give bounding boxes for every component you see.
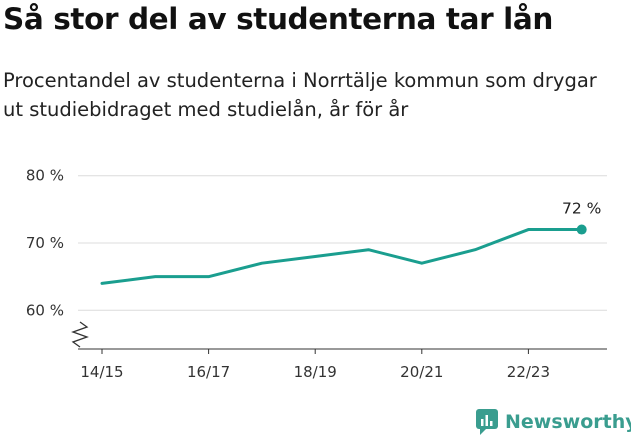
x-tick-label: 16/17	[187, 363, 230, 381]
brand-name: Newsworthy	[505, 411, 631, 433]
x-tick-label: 20/21	[400, 363, 443, 381]
line-chart: 60 % 70 % 80 % 14/15 16/17 18/19 20/21 22/23 7…	[26, 167, 607, 381]
brand-logo: Newsworthy	[476, 407, 631, 437]
chart-title: Så stor del av studenterna tar lån	[3, 2, 553, 36]
y-tick-label: 60 %	[26, 301, 64, 319]
chart-subtitle: Procentandel av studenterna i Norrtälje …	[3, 69, 597, 121]
x-tick-label: 14/15	[80, 363, 123, 381]
axis-break-icon	[71, 321, 89, 348]
axis-break-mark	[71, 321, 89, 348]
gridlines	[78, 175, 607, 311]
y-tick-label: 70 %	[26, 234, 64, 252]
y-axis-ticks: 60 % 70 % 80 %	[26, 167, 64, 320]
newsworthy-logo-icon	[476, 409, 498, 435]
x-axis: 14/15 16/17 18/19 20/21 22/23	[78, 348, 607, 381]
series-line	[100, 228, 584, 285]
series-layer: 72 %	[100, 200, 601, 285]
end-value-label: 72 %	[562, 200, 601, 218]
x-tick-label: 18/19	[294, 363, 337, 381]
end-point-marker	[576, 224, 587, 235]
y-tick-label: 80 %	[26, 167, 64, 185]
x-tick-label: 22/23	[507, 363, 550, 381]
